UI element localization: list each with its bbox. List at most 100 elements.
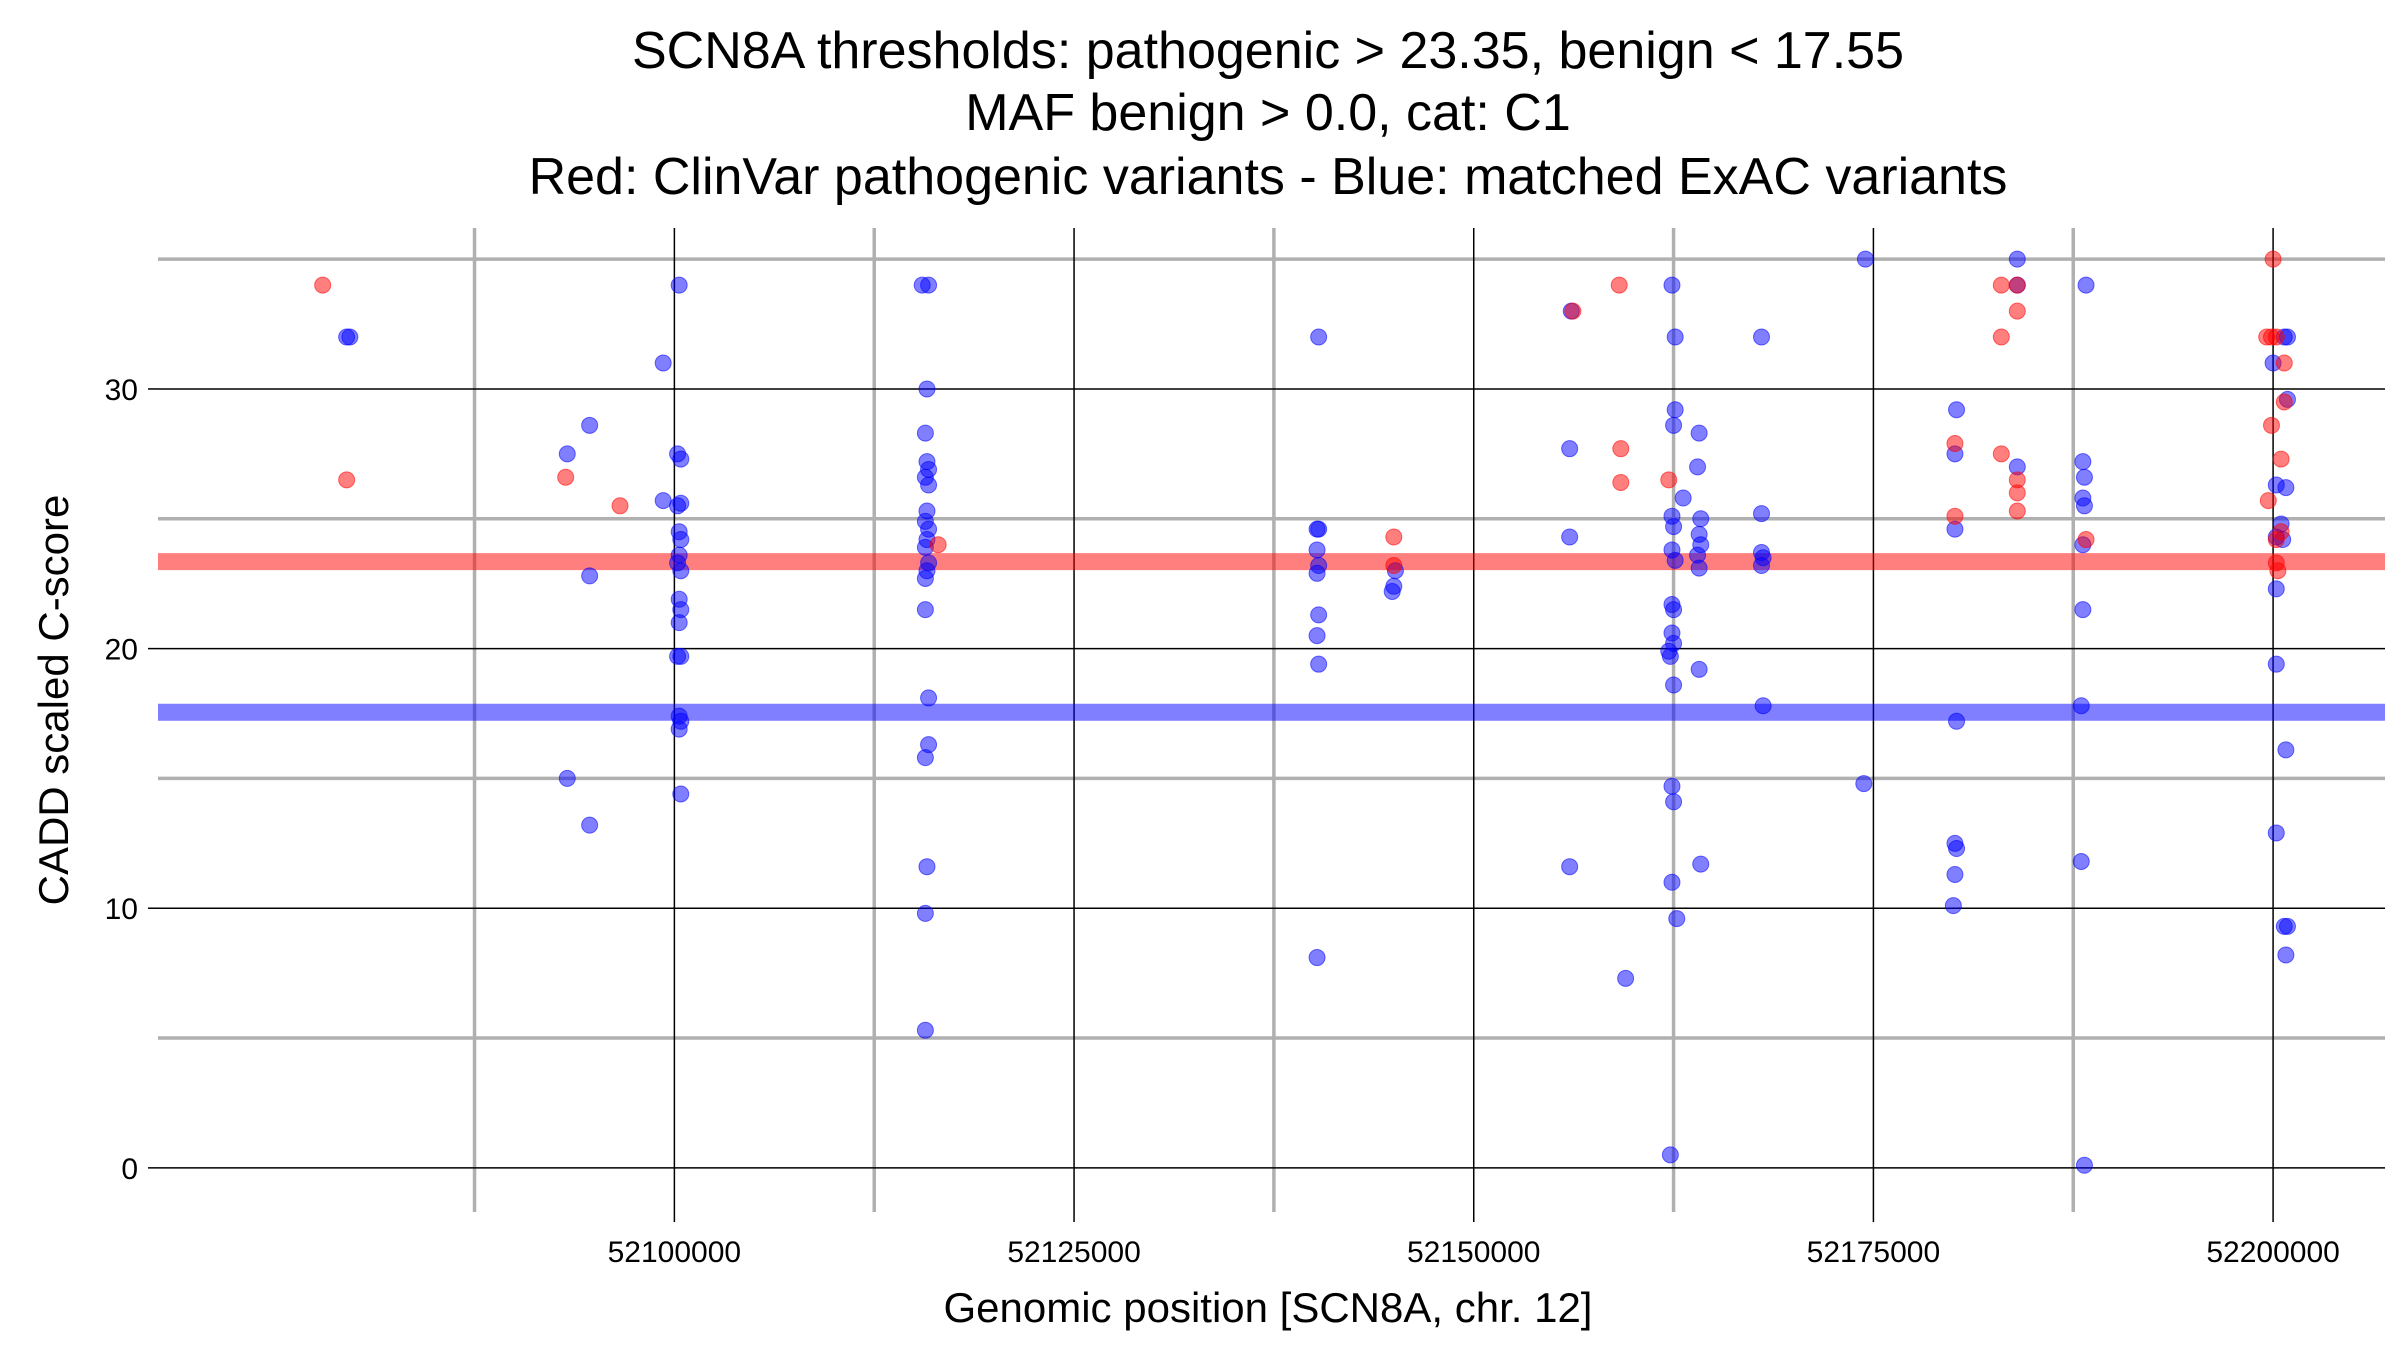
pathogenic-variant-point bbox=[1946, 507, 1964, 525]
exac-variant-point bbox=[1856, 250, 1874, 268]
exac-variant-point bbox=[2277, 479, 2295, 497]
exac-variant-point bbox=[1308, 564, 1326, 582]
y-tick-label: 0 bbox=[121, 1153, 138, 1186]
exac-variant-point bbox=[2277, 946, 2295, 964]
pathogenic-variant-point bbox=[2272, 450, 2290, 468]
exac-variant-point bbox=[558, 769, 576, 787]
x-tick-label: 52175000 bbox=[1807, 1236, 1940, 1269]
exac-variant-point bbox=[916, 749, 934, 767]
pathogenic-variant-point bbox=[1610, 276, 1628, 294]
pathogenic-variant-point bbox=[1612, 440, 1630, 458]
exac-variant-point bbox=[1666, 551, 1684, 569]
exac-variant-point bbox=[672, 562, 690, 580]
exac-variant-point bbox=[920, 276, 938, 294]
exac-variant-point bbox=[1753, 328, 1771, 346]
exac-variant-point bbox=[1663, 777, 1681, 795]
exac-variant-point bbox=[916, 601, 934, 619]
exac-variant-point bbox=[1690, 559, 1708, 577]
x-tick-label: 52100000 bbox=[608, 1236, 741, 1269]
exac-variant-point bbox=[670, 720, 688, 738]
exac-variant-point bbox=[1946, 865, 1964, 883]
pathogenic-variant-point bbox=[314, 276, 332, 294]
exac-variant-point bbox=[2075, 497, 2093, 515]
pathogenic-variant-point bbox=[2267, 531, 2285, 549]
exac-variant-point bbox=[672, 450, 690, 468]
pathogenic-variant-point bbox=[1612, 473, 1630, 491]
pathogenic-variant-point bbox=[2077, 531, 2095, 549]
pathogenic-variant-point bbox=[2008, 276, 2026, 294]
exac-variant-point bbox=[1308, 949, 1326, 967]
exac-variant-point bbox=[916, 424, 934, 442]
exac-variant-point bbox=[1310, 655, 1328, 673]
pathogenic-variant-point bbox=[611, 497, 629, 515]
exac-variant-point bbox=[1753, 505, 1771, 523]
chart-title-line-2: MAF benign > 0.0, cat: C1 bbox=[965, 84, 1571, 142]
exac-variant-point bbox=[1383, 582, 1401, 600]
exac-variant-point bbox=[581, 816, 599, 834]
exac-variant-point bbox=[920, 689, 938, 707]
pathogenic-variant-point bbox=[338, 471, 356, 489]
exac-variant-point bbox=[1308, 541, 1326, 559]
exac-variant-point bbox=[670, 276, 688, 294]
exac-variant-point bbox=[1561, 858, 1579, 876]
exac-variant-point bbox=[1948, 712, 1966, 730]
pathogenic-variant-point bbox=[1992, 328, 2010, 346]
exac-variant-point bbox=[2277, 741, 2295, 759]
exac-variant-point bbox=[670, 614, 688, 632]
exac-variant-point bbox=[1561, 528, 1579, 546]
exac-variant-point bbox=[654, 354, 672, 372]
exac-variant-point bbox=[654, 492, 672, 510]
exac-variant-point bbox=[581, 567, 599, 585]
data-points bbox=[314, 250, 2296, 1174]
exac-variant-point bbox=[918, 380, 936, 398]
exac-variant-point bbox=[2008, 250, 2026, 268]
x-tick-label: 52125000 bbox=[1007, 1236, 1140, 1269]
exac-variant-point bbox=[341, 328, 359, 346]
exac-variant-point bbox=[1661, 1146, 1679, 1164]
exac-variant-point bbox=[1310, 606, 1328, 624]
pathogenic-variant-point bbox=[2008, 502, 2026, 520]
exac-variant-point bbox=[1855, 775, 1873, 793]
exac-variant-point bbox=[2074, 453, 2092, 471]
pathogenic-variant-point bbox=[1385, 528, 1403, 546]
x-tick-label: 52150000 bbox=[1407, 1236, 1540, 1269]
exac-variant-point bbox=[1665, 601, 1683, 619]
pathogenic-variant-point bbox=[2275, 393, 2293, 411]
pathogenic-variant-point bbox=[2264, 250, 2282, 268]
y-axis-label: CADD scaled C-score bbox=[30, 495, 77, 906]
pathogenic-variant-point bbox=[557, 468, 575, 486]
pathogenic-variant-point bbox=[2269, 562, 2287, 580]
pathogenic-variant-point bbox=[2259, 492, 2277, 510]
exac-variant-point bbox=[2267, 580, 2285, 598]
pathogenic-variant-point bbox=[1946, 434, 1964, 452]
exac-variant-point bbox=[2267, 824, 2285, 842]
pathogenic-variant-point bbox=[2275, 354, 2293, 372]
pathogenic-variant-point bbox=[1660, 471, 1678, 489]
y-tick-label: 30 bbox=[105, 374, 138, 407]
pathogenic-variant-point bbox=[2267, 328, 2285, 346]
exac-variant-point bbox=[1310, 328, 1328, 346]
pathogenic-variant-point bbox=[929, 536, 947, 554]
exac-variant-point bbox=[558, 445, 576, 463]
exac-variant-point bbox=[1690, 660, 1708, 678]
exac-variant-point bbox=[916, 904, 934, 922]
exac-variant-point bbox=[1754, 697, 1772, 715]
exac-variant-point bbox=[1692, 510, 1710, 528]
exac-variant-point bbox=[1753, 557, 1771, 575]
exac-variant-point bbox=[672, 785, 690, 803]
exac-variant-point bbox=[916, 570, 934, 588]
exac-variant-point bbox=[672, 494, 690, 512]
exac-variant-point bbox=[672, 531, 690, 549]
exac-variant-point bbox=[2072, 852, 2090, 870]
exac-variant-point bbox=[1692, 855, 1710, 873]
exac-variant-point bbox=[1617, 969, 1635, 987]
exac-variant-point bbox=[1665, 518, 1683, 536]
exac-variant-point bbox=[2077, 276, 2095, 294]
exac-variant-point bbox=[1674, 489, 1692, 507]
exac-variant-point bbox=[2074, 601, 2092, 619]
exac-variant-point bbox=[2075, 468, 2093, 486]
y-tick-label: 20 bbox=[105, 634, 138, 667]
exac-variant-point bbox=[1665, 793, 1683, 811]
exac-variant-point bbox=[1668, 910, 1686, 928]
exac-variant-point bbox=[672, 647, 690, 665]
